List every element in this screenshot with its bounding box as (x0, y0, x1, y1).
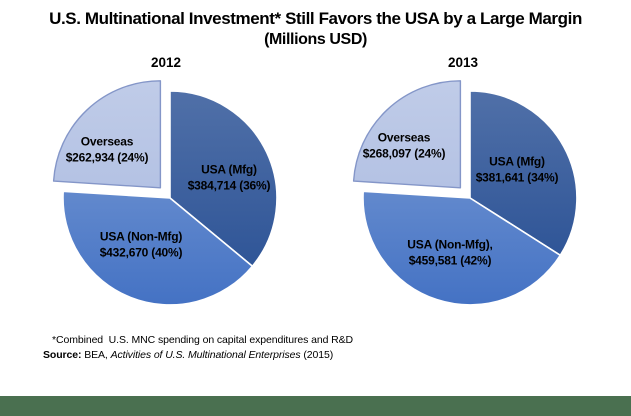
slice-label-line: USA (Non-Mfg) (99, 229, 183, 244)
source-italic: Activities of U.S. Multinational Enterpr… (110, 349, 301, 361)
slice-label-line: Overseas (377, 130, 431, 145)
pie-2013-year-label: 2013 (447, 55, 479, 70)
pie-chart-2013 (352, 80, 578, 306)
chart-title-line1: U.S. Multinational Investment* Still Fav… (49, 9, 582, 28)
slice-label-line: $381,641 (34%) (475, 170, 559, 184)
source-line: Source: BEA, Activities of U.S. Multinat… (43, 348, 353, 363)
slice-label-line: $268,097 (24%) (362, 146, 446, 160)
pie-2012-year-label: 2012 (150, 55, 182, 70)
pie-2012-slice-usa-nonmfg (62, 190, 254, 306)
slice-label-line: USA (Mfg) (489, 154, 545, 169)
slice-label-line: $432,670 (40%) (99, 245, 183, 259)
footnote-line1: *Combined U.S. MNC spending on capital e… (52, 334, 353, 346)
pie-2013-slice-usa-nonmfg (362, 190, 562, 306)
source-label: Source: (43, 349, 82, 361)
pie-2012-label-usa-nonmfg: USA (Non-Mfg) $432,670 (40%) (100, 230, 183, 261)
pie-2013-label-usa-mfg: USA (Mfg) $381,641 (34%) (476, 155, 559, 186)
footnote: *Combined U.S. MNC spending on capital e… (43, 333, 353, 363)
pie-chart-2012 (52, 80, 278, 306)
footer-bar (0, 396, 631, 416)
pie-2012-label-overseas: Overseas $262,934 (24%) (66, 135, 149, 166)
slice-label-line: USA (Non-Mfg), (407, 237, 493, 252)
pie-2012-label-usa-mfg: USA (Mfg) $384,714 (36%) (188, 163, 271, 194)
source-end: (2015) (300, 349, 334, 361)
source-mid: BEA, (81, 349, 111, 361)
slice-label-line: Overseas (80, 134, 134, 149)
slice-label-line: USA (Mfg) (201, 162, 257, 177)
pie-2013-slice-overseas (352, 80, 462, 189)
pie-2012-slice-usa-mfg (169, 90, 278, 267)
pie-2013-label-overseas: Overseas $268,097 (24%) (363, 131, 446, 162)
slice-label-line: $459,581 (42%) (408, 253, 492, 267)
slice-label-line: $262,934 (24%) (65, 150, 149, 164)
pie-2012-slice-overseas (52, 80, 162, 189)
pie-2013-label-usa-nonmfg: USA (Non-Mfg), $459,581 (42%) (407, 237, 493, 269)
slice-label-line: $384,714 (36%) (187, 178, 271, 192)
chart-title-line2: (Millions USD) (264, 31, 367, 48)
chart-title: U.S. Multinational Investment* Still Fav… (0, 8, 631, 50)
